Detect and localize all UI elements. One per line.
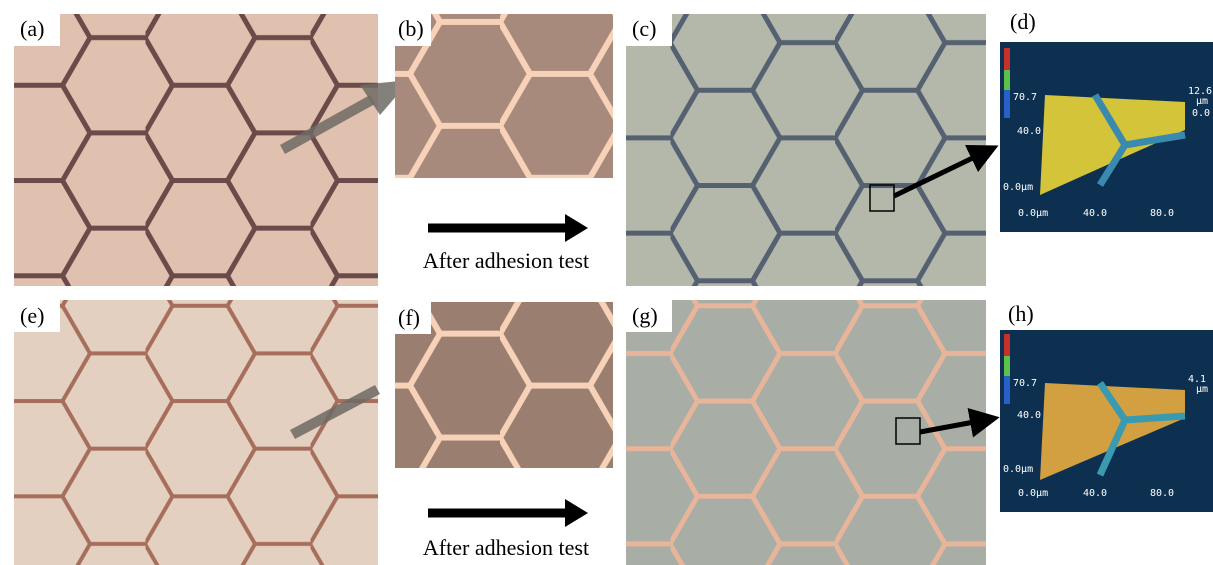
axis-label: 80.0 xyxy=(1150,488,1174,499)
axis-label: µm xyxy=(1196,384,1208,395)
panel-label: (b) xyxy=(398,16,424,41)
panel-label: (c) xyxy=(632,16,656,41)
panel-c: (c) xyxy=(626,14,986,286)
axis-label: 40.0 xyxy=(1017,410,1041,421)
axis-label: 40.0 xyxy=(1083,488,1107,499)
axis-label: 0.0µm xyxy=(1018,208,1048,219)
panel-b: (b) xyxy=(395,14,613,178)
panel-h: 70.7 40.0 0.0µm 0.0µm 40.0 80.0 4.1 µm xyxy=(1000,330,1213,512)
axis-label: 70.7 xyxy=(1013,378,1037,389)
panel-label: (h) xyxy=(1008,301,1034,326)
axis-label: 70.7 xyxy=(1013,92,1037,103)
panel-e: (e) xyxy=(14,300,380,565)
axis-label: 0.0 xyxy=(1192,108,1210,119)
axis-label: 0.0µm xyxy=(1003,182,1033,193)
axis-label: µm xyxy=(1196,96,1208,107)
caption: After adhesion test xyxy=(423,535,589,560)
axis-label: 0.0µm xyxy=(1003,464,1033,475)
caption: After adhesion test xyxy=(423,248,589,273)
axis-label: 40.0 xyxy=(1017,126,1041,137)
panel-label: (g) xyxy=(632,303,658,328)
panel-a: (a) xyxy=(14,14,410,286)
panel-label: (f) xyxy=(398,305,420,330)
panel-label: (d) xyxy=(1010,9,1036,34)
panel-g: (g) xyxy=(626,300,986,565)
panel-label: (a) xyxy=(20,16,44,41)
axis-label: 80.0 xyxy=(1150,208,1174,219)
axis-label: 0.0µm xyxy=(1018,488,1048,499)
arrowhead xyxy=(565,499,588,527)
panel-d: 70.7 40.0 0.0µm 0.0µm 40.0 80.0 12.6 µm … xyxy=(1000,42,1213,232)
axis-label: 40.0 xyxy=(1083,208,1107,219)
figure: (a) (b) After adhesion test (c) (d) 70.7… xyxy=(0,0,1213,565)
panel-f: (f) xyxy=(395,302,613,468)
arrowhead xyxy=(565,214,588,242)
panel-label: (e) xyxy=(20,303,44,328)
